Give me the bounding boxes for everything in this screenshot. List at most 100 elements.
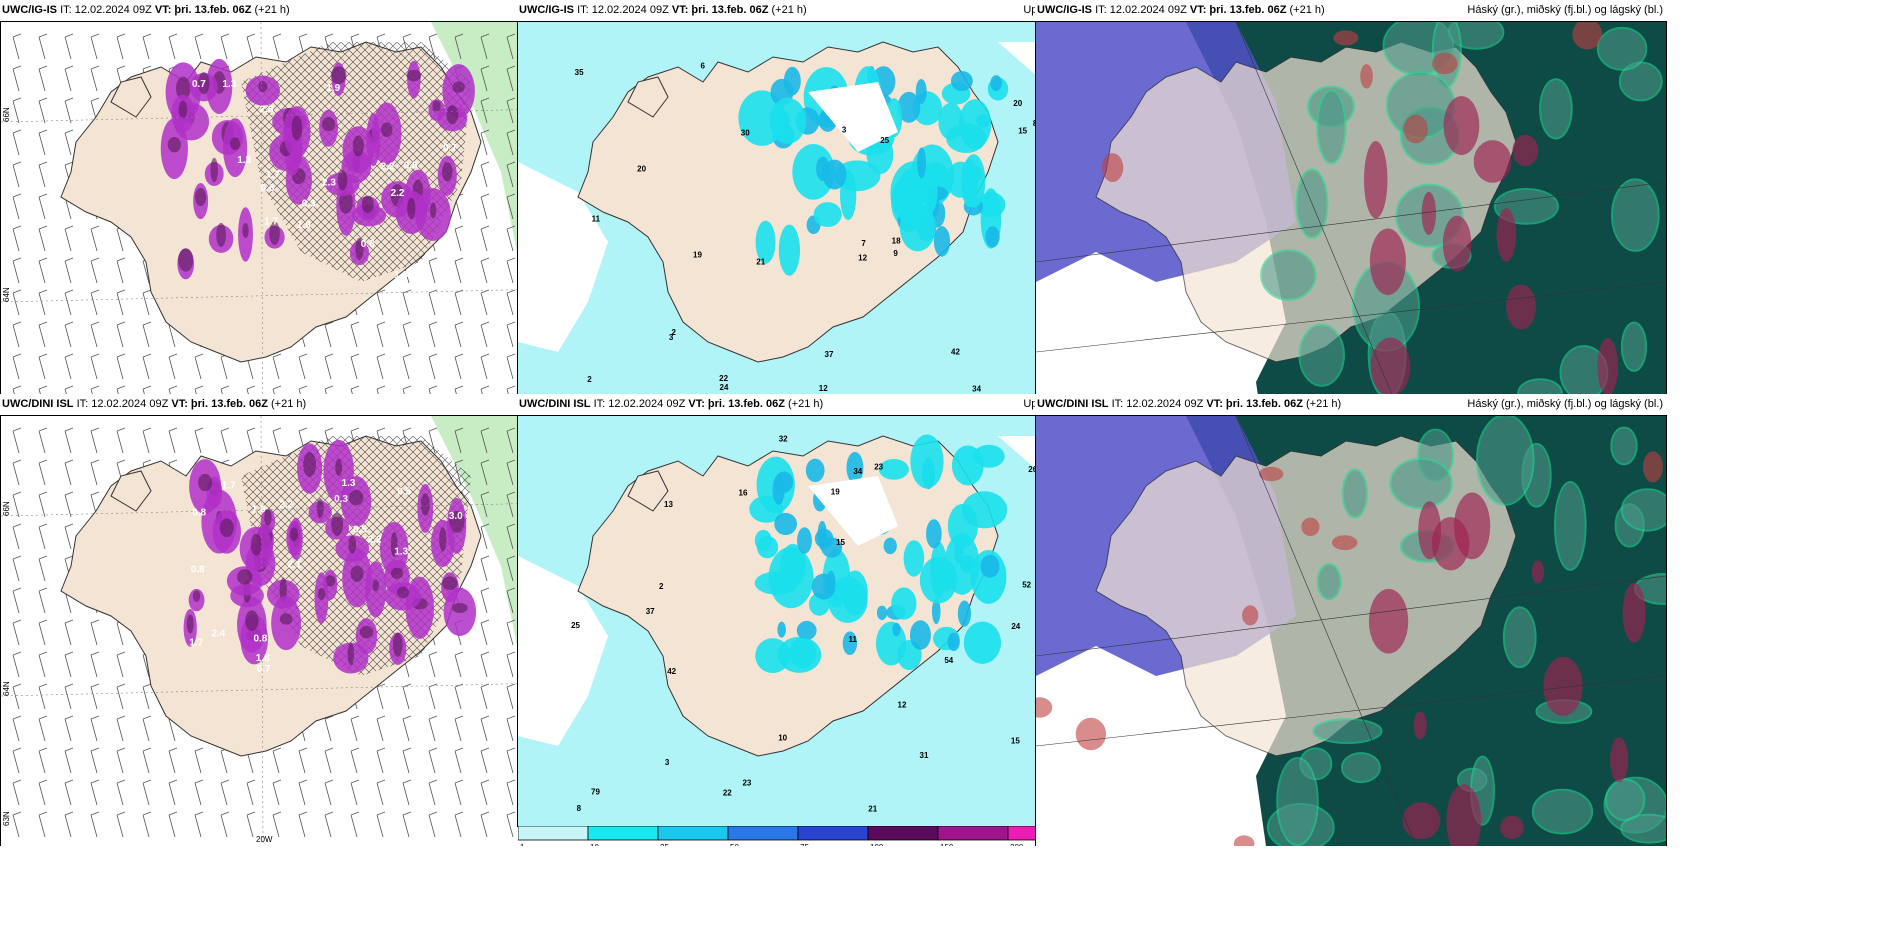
lead-time: (+21 h) [788, 398, 824, 410]
colorbar-swatch [517, 825, 589, 841]
accum-value: 15 [836, 538, 845, 547]
panel-title: UWC/IG-IS IT: 12.02.2024 09Z VT: þri. 13… [2, 4, 290, 17]
accum-value: 54 [944, 656, 953, 665]
accum-value: 7 [861, 239, 866, 248]
precip-value: 1.3 [222, 79, 236, 90]
precip-value: 0.7 [415, 270, 429, 281]
accum-value: 42 [667, 667, 676, 676]
accum-value: 10 [778, 733, 787, 742]
accum-value: 19 [831, 487, 840, 496]
colorbar-label: 100 [870, 843, 884, 846]
panel-title: UWC/DINI ISL IT: 12.02.2024 09Z VT: þri.… [519, 398, 823, 411]
colorbar-swatch [657, 825, 729, 841]
precip-value: 1.9 [297, 220, 311, 231]
model-name: UWC/IG-IS [2, 4, 57, 16]
lat-label: 64N [2, 287, 11, 302]
accum-value: 24 [1011, 622, 1020, 631]
lead-time: (+21 h) [771, 4, 807, 16]
accum-value: 79 [591, 787, 600, 796]
init-time: IT: 12.02.2024 09Z [593, 398, 686, 410]
precip-value: 1.3 [394, 270, 408, 281]
accum-value: 9 [893, 249, 898, 258]
lat-label: 66N [2, 107, 11, 122]
map-area [1035, 415, 1667, 846]
valid-time: VT: þri. 13.feb. 06Z [688, 398, 785, 410]
accum-value: 20 [1013, 99, 1022, 108]
valid-time: VT: þri. 13.feb. 06Z [1206, 398, 1303, 410]
precip-value: 0.3 [302, 199, 316, 210]
cloud-blobs [1101, 22, 1666, 452]
accum-value: 3 [669, 333, 674, 342]
lat-label: 64N [2, 681, 11, 696]
lat-label: 66N [2, 501, 11, 516]
precip-value: 0.8 [404, 161, 418, 172]
accum-value: 19 [693, 251, 702, 260]
precip-value: 1.7 [266, 169, 280, 180]
precip-value: 0.6 [261, 183, 275, 194]
accum-value: 52 [1022, 581, 1031, 590]
accum-value: 26 [1028, 465, 1037, 474]
accum-blobs [738, 66, 1009, 276]
precip-value: 0.7 [192, 79, 206, 90]
accum-value: 23 [874, 463, 883, 472]
accum-value: 20 [637, 164, 646, 173]
field-title: Háský (gr.), miðský (fj.bl.) og lágský (… [1467, 4, 1663, 16]
colorbar-label: 200 [1010, 843, 1024, 846]
accum-value: 2 [659, 582, 664, 591]
valid-time: VT: þri. 13.feb. 06Z [1189, 4, 1287, 16]
accum-value: 2 [672, 328, 677, 337]
map-area [1035, 21, 1667, 452]
precip-value: 1.3 [394, 546, 408, 557]
accum-value: 16 [739, 489, 748, 498]
accum-value: 25 [880, 136, 889, 145]
precip-value: 1.3 [342, 478, 356, 489]
accum-value: 31 [920, 751, 929, 760]
precip-value: 2.4 [211, 629, 225, 640]
accum-value: 37 [646, 607, 655, 616]
precip-value: 2.1 [288, 559, 302, 570]
colorbar-swatch [727, 825, 799, 841]
accum-value: 3 [665, 758, 670, 767]
colorbar-swatch [587, 825, 659, 841]
map-panel-3: UWC/IG-IS IT: 12.02.2024 09Z VT: þri. 13… [1035, 0, 1667, 452]
precip-value: 0.8 [253, 634, 267, 645]
panel-title: UWC/IG-IS IT: 12.02.2024 09Z VT: þri. 13… [1037, 4, 1325, 17]
accum-value: 37 [825, 350, 834, 359]
lead-time: (+21 h) [1289, 4, 1325, 16]
precip-value: 2.2 [368, 535, 382, 546]
precip-value: 2.8 [259, 104, 273, 115]
model-name: UWC/DINI ISL [1037, 398, 1109, 410]
accum-value: 34 [853, 467, 862, 476]
precip-value: 1.9 [326, 83, 340, 94]
accum-value: 12 [898, 700, 907, 709]
lon-label: 20W [256, 835, 273, 844]
colorbar-swatch [797, 825, 869, 841]
accum-value: 12 [858, 254, 867, 263]
accum-value: 22 [723, 789, 732, 798]
precip-value: 0.3 [334, 494, 348, 505]
precip-value: 3.0 [449, 511, 463, 522]
precip-value: 2.2 [279, 499, 293, 510]
accum-value: 35 [575, 68, 584, 77]
accum-value: 25 [571, 621, 580, 630]
accum-value: 32 [779, 434, 788, 443]
valid-time: VT: þri. 13.feb. 06Z [171, 398, 268, 410]
accum-value: 11 [592, 214, 601, 223]
precip-value: 2.2 [391, 188, 405, 199]
precip-value: 1.7 [189, 637, 203, 648]
init-time: IT: 12.02.2024 09Z [1095, 4, 1187, 16]
precip-value: 0.5 [353, 525, 367, 536]
precip-value: 1.9 [252, 504, 266, 515]
model-name: UWC/IG-IS [519, 4, 574, 16]
colorbar-label: 1 [520, 843, 525, 846]
precip-value: 1.7 [264, 217, 278, 228]
model-name: UWC/DINI ISL [519, 398, 591, 410]
accum-value: 21 [868, 804, 877, 813]
init-time: IT: 12.02.2024 09Z [76, 398, 169, 410]
precip-value: 0.8 [361, 239, 375, 250]
accum-value: 3 [842, 125, 847, 134]
init-time: IT: 12.02.2024 09Z [60, 4, 152, 16]
lat-label: 63N [2, 811, 11, 826]
accum-value: 2 [587, 375, 592, 384]
model-name: UWC/IG-IS [1037, 4, 1092, 16]
